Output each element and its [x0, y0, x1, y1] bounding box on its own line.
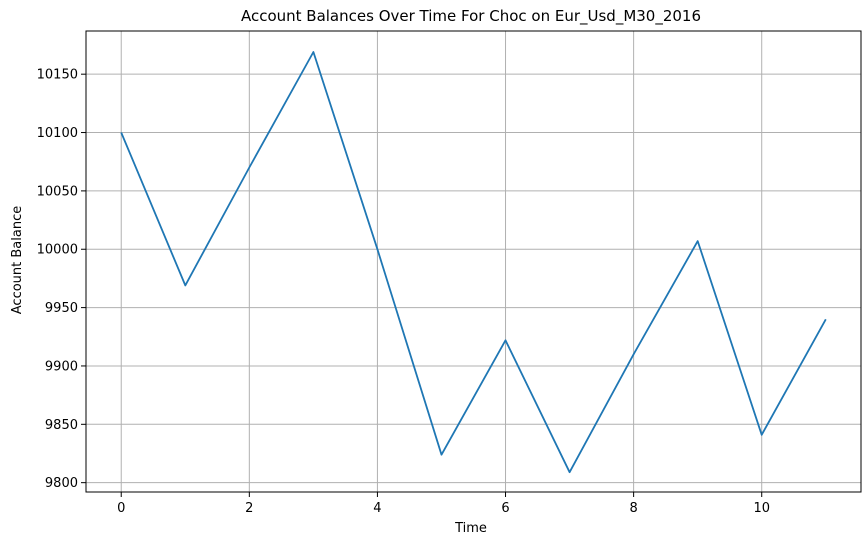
plot-frame — [85, 30, 862, 493]
y-tick-label: 10000 — [37, 243, 78, 258]
y-axis-label: Account Balance — [10, 206, 25, 314]
grid — [86, 31, 861, 492]
chart-title: Account Balances Over Time For Choc on E… — [241, 7, 701, 26]
y-tick-label: 9950 — [45, 301, 78, 316]
y-tick-label: 10150 — [37, 68, 78, 83]
series-line — [120, 51, 827, 474]
x-tick-label: 8 — [629, 501, 637, 516]
x-tick-label: 2 — [245, 501, 253, 516]
y-tick-label: 9900 — [45, 359, 78, 374]
x-tick-label: 4 — [373, 501, 381, 516]
y-axis: 9800 9850 9900 9950 10000 10050 10100 10150 — [37, 68, 86, 491]
x-tick-label: 6 — [501, 501, 509, 516]
y-tick-label: 9850 — [45, 418, 78, 433]
x-axis-label: Time — [454, 521, 487, 536]
y-tick-label: 9800 — [45, 476, 78, 491]
x-tick-label: 10 — [753, 501, 770, 516]
x-axis: 0 2 4 6 8 10 — [117, 492, 770, 516]
x-tick-label: 0 — [117, 501, 125, 516]
y-tick-label: 10050 — [37, 184, 78, 199]
series-layer — [120, 51, 827, 474]
y-tick-label: 10100 — [37, 126, 78, 141]
